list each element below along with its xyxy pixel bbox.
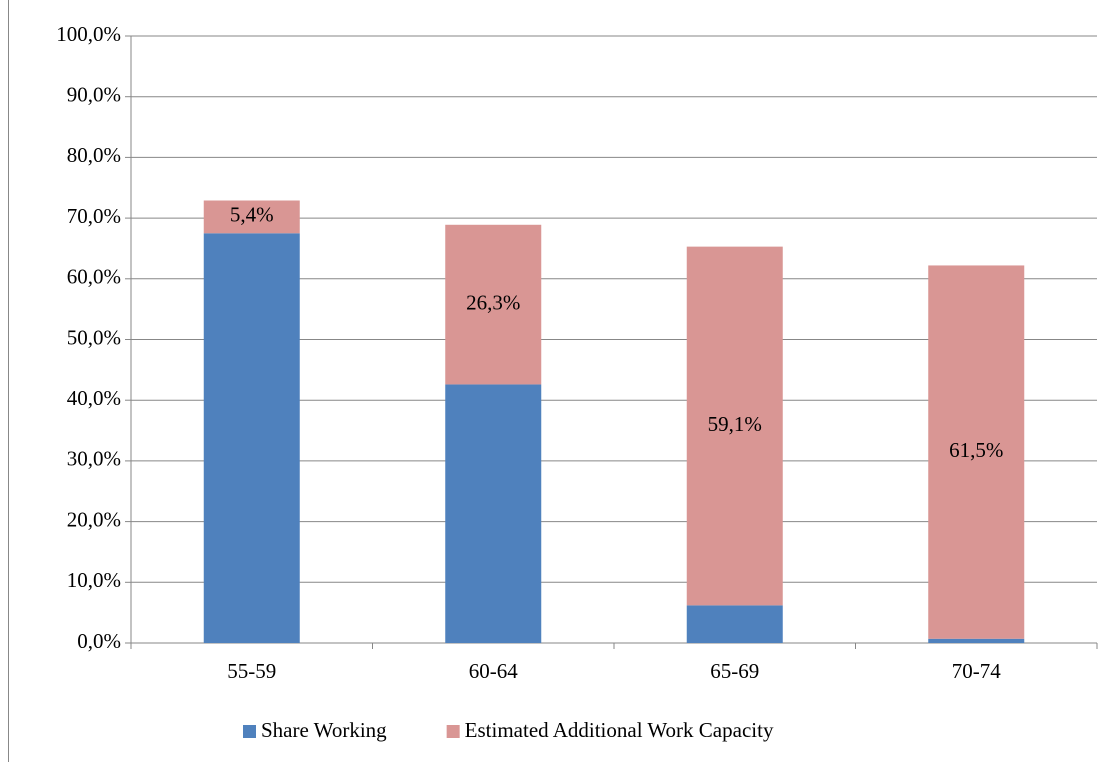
data-label: 61,5%	[949, 438, 1003, 462]
y-tick-label: 20,0%	[67, 507, 121, 531]
y-tick-label: 60,0%	[67, 265, 121, 289]
y-tick-label: 50,0%	[67, 325, 121, 349]
bar-segment	[445, 224, 542, 385]
y-tick-label: 0,0%	[77, 629, 121, 653]
data-label: 26,3%	[466, 290, 520, 314]
bar-segment	[445, 384, 542, 643]
bar-segment	[686, 246, 783, 606]
y-tick-label: 80,0%	[67, 143, 121, 167]
bar-segment	[686, 605, 783, 643]
x-tick-label: 60-64	[469, 659, 518, 683]
bar-segment	[203, 200, 300, 234]
chart-border	[8, 0, 1110, 762]
legend-swatch	[243, 725, 256, 738]
legend-swatch	[446, 725, 460, 738]
legend-label: Share Working	[261, 718, 387, 742]
y-tick-label: 30,0%	[67, 447, 121, 471]
x-tick-label: 55-59	[227, 659, 276, 683]
legend-label: Estimated Additional Work Capacity	[465, 718, 774, 742]
y-tick-label: 90,0%	[67, 83, 121, 107]
bar-segment	[928, 265, 1025, 639]
data-label: 59,1%	[708, 412, 762, 436]
x-tick-label: 65-69	[710, 659, 759, 683]
data-label: 5,4%	[230, 203, 274, 227]
bar-segment	[203, 233, 300, 643]
y-tick-label: 40,0%	[67, 386, 121, 410]
y-tick-label: 70,0%	[67, 204, 121, 228]
y-tick-label: 10,0%	[67, 568, 121, 592]
bar-segment	[928, 638, 1025, 643]
y-tick-label: 100,0%	[56, 22, 121, 46]
x-tick-label: 70-74	[952, 659, 1001, 683]
